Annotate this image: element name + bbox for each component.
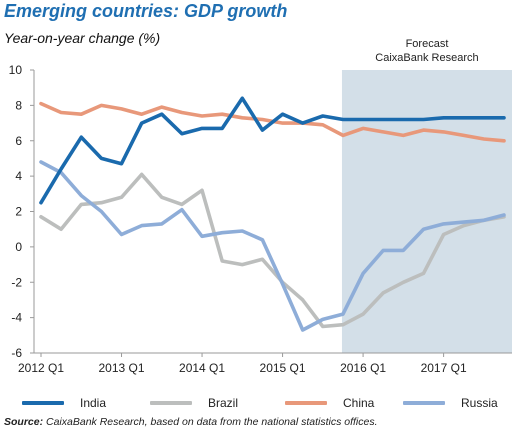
x-tick-label: 2017 Q1 <box>421 361 467 375</box>
legend-item-russia: Russia <box>403 395 498 411</box>
legend-label-china: China <box>343 395 375 410</box>
y-tick-label: -6 <box>11 346 22 360</box>
source-text: CaixaBank Research, based on data from t… <box>43 416 378 428</box>
y-tick-label: 2 <box>15 205 22 219</box>
y-tick-label: 8 <box>15 98 22 112</box>
y-tick-label: 0 <box>15 240 22 254</box>
legend-swatch-china <box>285 400 327 405</box>
chart-subtitle: Year-on-year change (%) <box>4 30 161 46</box>
source-label: Source: <box>4 416 44 428</box>
x-tick-label: 2013 Q1 <box>98 361 144 375</box>
legend-swatch-brazil <box>150 400 192 405</box>
forecast-label: Forecast <box>406 38 449 50</box>
legend-item-china: China <box>285 395 374 411</box>
series-line-russia <box>39 160 506 332</box>
legend-swatch-india <box>22 400 64 405</box>
series-line-brazil <box>39 172 506 329</box>
series-lines <box>39 96 506 332</box>
legend-label-russia: Russia <box>461 395 498 410</box>
y-tick-label: 10 <box>9 63 23 77</box>
legend-item-india: India <box>22 395 106 411</box>
legend-label-brazil: Brazil <box>208 395 239 410</box>
y-axis-ticks: 10 8 6 4 2 0 -2 -4 -6 <box>9 63 34 360</box>
x-axis-ticks: 2012 Q1 2013 Q1 2014 Q1 2015 Q1 2016 Q1 2017 … <box>18 353 467 375</box>
chart-area: Forecast CaixaBank Research 10 8 6 4 2 0 -2 -4 -… <box>9 38 512 375</box>
x-tick-label: 2012 Q1 <box>18 361 64 375</box>
legend-swatch-russia <box>403 400 445 405</box>
y-tick-label: 6 <box>15 134 22 148</box>
legend: India Brazil China Russia <box>0 395 515 411</box>
y-tick-label: -4 <box>11 311 22 325</box>
legend-label-india: India <box>80 395 107 410</box>
x-tick-label: 2015 Q1 <box>260 361 306 375</box>
forecast-source-label: CaixaBank Research <box>375 52 478 64</box>
legend-item-brazil: Brazil <box>150 395 238 411</box>
x-tick-label: 2016 Q1 <box>340 361 386 375</box>
y-tick-label: -2 <box>11 275 22 289</box>
y-tick-label: 4 <box>15 169 22 183</box>
source-note: Source: CaixaBank Research, based on dat… <box>4 416 378 428</box>
x-tick-label: 2014 Q1 <box>179 361 225 375</box>
chart-title: Emerging countries: GDP growth <box>4 1 288 21</box>
series-line-india <box>39 96 506 205</box>
